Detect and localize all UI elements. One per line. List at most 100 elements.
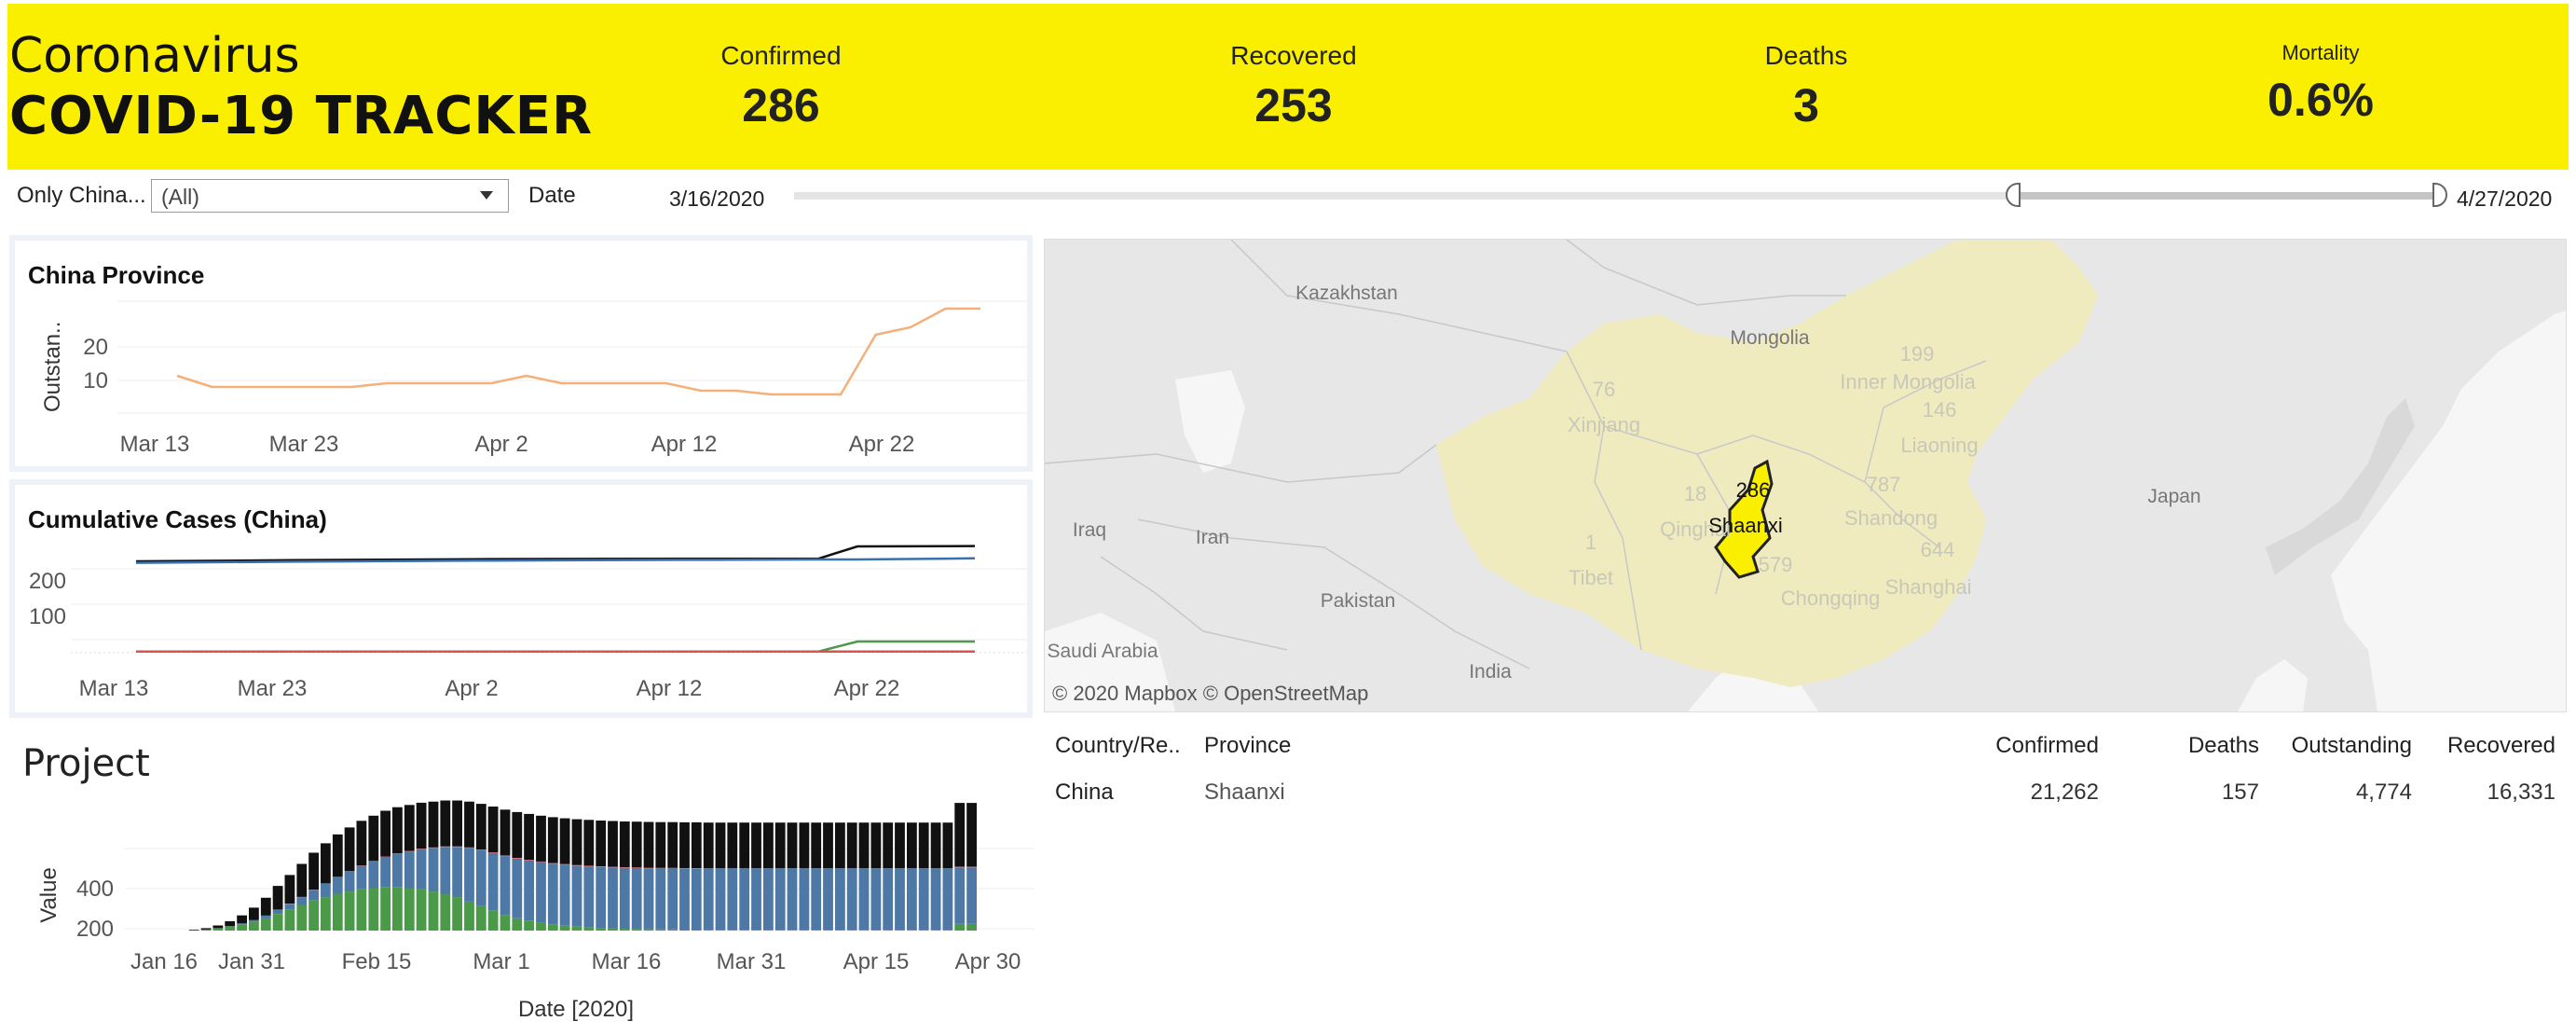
table-header[interactable]: Country/Re..	[1055, 733, 1181, 758]
stacked-bar-segment	[392, 807, 403, 853]
stacked-bar-segment	[536, 815, 546, 862]
x-tick-label: Mar 31	[717, 949, 787, 974]
table-header[interactable]: Outstanding	[2291, 733, 2412, 758]
stacked-bar-segment	[631, 868, 642, 930]
cumulative-chart[interactable]: 200 100 Mar 13 Mar 23 Apr 2 Apr 12 Apr 2…	[15, 485, 1027, 712]
selected-province-label: Shaanxi	[1708, 514, 1783, 537]
china-province-title: China Province	[28, 261, 205, 289]
stacked-bar-segment	[559, 925, 570, 931]
stacked-bar-segment	[966, 923, 977, 931]
stacked-bar-segment	[846, 822, 857, 869]
stacked-bar-segment	[954, 923, 966, 931]
stacked-bar-segment	[452, 847, 462, 898]
stacked-bar-segment	[643, 929, 654, 931]
stacked-bar-segment	[416, 802, 427, 849]
stacked-bar-segment	[440, 846, 451, 848]
table-cell: 16,331	[2487, 780, 2555, 805]
cumulative-panel: Cumulative Cases (China) 200 100 Mar 13 …	[9, 479, 1033, 718]
stacked-bar-segment	[883, 822, 894, 869]
stacked-bar-segment	[308, 890, 319, 901]
x-tick-label: Apr 12	[651, 432, 718, 457]
stacked-bar-segment	[799, 822, 810, 869]
map-view[interactable]: Kazakhstan Mongolia Inner Mongolia 199 7…	[1044, 239, 2567, 712]
cumulative-title: Cumulative Cases (China)	[28, 505, 327, 533]
stacked-bar-segment	[954, 866, 966, 868]
country-filter-dropdown[interactable]: (All)	[151, 179, 509, 213]
stacked-bar-segment	[464, 901, 474, 931]
stacked-bar-segment	[524, 920, 534, 931]
y-tick-label: 200	[29, 569, 66, 594]
stacked-bar-segment	[703, 869, 714, 931]
stacked-bar-segment	[356, 821, 367, 866]
stacked-bar-segment	[907, 868, 917, 869]
stacked-bar-segment	[942, 868, 953, 869]
stacked-bar-segment	[655, 821, 666, 868]
stacked-bar-segment	[823, 822, 833, 869]
country-filter-label: Only China...	[17, 183, 146, 208]
stacked-bar-segment	[835, 930, 845, 931]
stacked-bar-segment	[608, 928, 618, 931]
stacked-bar-segment	[380, 857, 391, 888]
x-tick-label: Apr 22	[849, 432, 915, 457]
x-tick-label: Mar 16	[592, 949, 662, 974]
table-header[interactable]: Deaths	[2187, 733, 2259, 758]
stacked-bar-segment	[225, 921, 236, 927]
cumulative-series-line	[135, 557, 976, 564]
table-header[interactable]: Province	[1204, 733, 1292, 758]
stacked-bar-segment	[858, 822, 870, 869]
detail-table: Country/Re.. Province Confirmed Deaths O…	[1044, 727, 2565, 821]
stacked-bar-segment	[835, 868, 845, 869]
stacked-bar-segment	[799, 930, 810, 931]
stacked-bar-segment	[284, 909, 295, 931]
stacked-bar-segment	[536, 862, 546, 923]
stacked-bar-segment	[188, 930, 199, 931]
stacked-bar-segment	[883, 930, 894, 931]
country-filter-value: (All)	[161, 185, 199, 209]
stacked-bar-segment	[930, 930, 941, 931]
table-header[interactable]: Recovered	[2446, 733, 2555, 758]
stacked-bar-segment	[440, 893, 451, 931]
y-axis-label: Value	[36, 867, 62, 923]
date-slider-start-handle[interactable]	[2006, 183, 2021, 207]
stacked-bar-segment	[500, 856, 511, 916]
x-tick-label: Jan 31	[218, 949, 285, 974]
stacked-bar-segment	[763, 869, 774, 931]
map-canvas[interactable]: Kazakhstan Mongolia Inner Mongolia 199 7…	[1045, 240, 2566, 711]
stacked-bar-segment	[464, 848, 474, 902]
cumulative-series-line	[136, 640, 975, 654]
table-cell: Shaanxi	[1204, 780, 1285, 805]
map-label: Iraq	[1073, 519, 1106, 541]
stacked-bar-segment	[858, 869, 870, 931]
stacked-bar-segment	[907, 869, 917, 931]
stacked-bar-segment	[487, 807, 499, 853]
header-banner	[7, 4, 2569, 170]
stacked-bar-segment	[272, 886, 283, 910]
stacked-bar-segment	[428, 801, 439, 848]
date-end-value: 4/27/2020	[2457, 186, 2553, 211]
kpi-mortality: Mortality 0.6%	[2134, 41, 2507, 127]
stacked-bar-segment	[475, 849, 486, 850]
y-tick-label: 10	[83, 368, 108, 393]
stacked-bar-segment	[966, 803, 977, 867]
stacked-bar-segment	[895, 869, 905, 931]
stacked-bar-segment	[212, 928, 224, 931]
stacked-bar-segment	[774, 930, 786, 931]
table-header[interactable]: Confirmed	[1995, 733, 2099, 758]
kpi-label: Mortality	[2281, 41, 2360, 64]
stacked-bar-segment	[500, 915, 511, 932]
table-row[interactable]: China Shaanxi 21,262 157 4,774 16,331	[1044, 774, 2565, 815]
stacked-bar-segment	[727, 930, 738, 931]
x-tick-label: Mar 13	[79, 676, 149, 701]
project-chart[interactable]: Value 400 200 Jan 16 Jan 31 Feb 15 Mar 1…	[9, 793, 1044, 1026]
stacked-bar-segment	[571, 864, 582, 866]
date-slider-end-handle[interactable]	[2432, 183, 2447, 207]
x-axis-label: Date [2020]	[518, 997, 634, 1022]
stacked-bar-segment	[596, 866, 607, 867]
date-slider-track[interactable]	[794, 192, 2442, 200]
kpi-confirmed: Confirmed 286	[595, 41, 967, 132]
stacked-bar-segment	[846, 930, 857, 931]
stacked-bar-segment	[655, 929, 666, 931]
china-province-chart[interactable]: Outstan.. 20 10 Mar 13 Mar 23 Apr 2 Apr …	[15, 241, 1027, 466]
stacked-bar-segment	[344, 827, 355, 872]
map-label: Liaoning	[1900, 434, 1978, 457]
